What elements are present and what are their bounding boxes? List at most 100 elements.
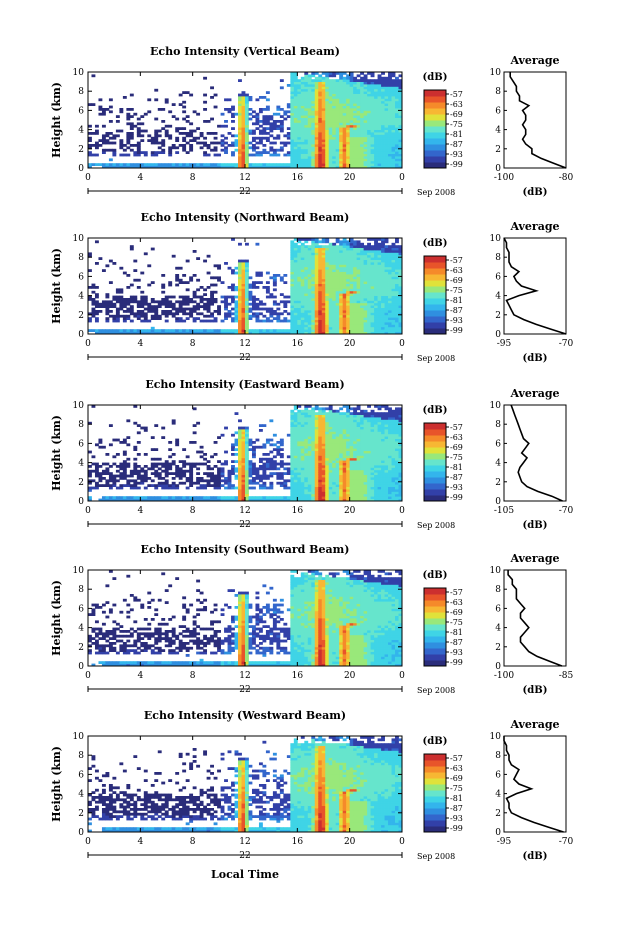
heatmap-cell <box>300 257 305 260</box>
heatmap-cell <box>391 242 396 246</box>
heatmap-cell <box>349 74 354 78</box>
heatmap-cell <box>241 448 246 451</box>
heatmap-cell <box>245 134 249 138</box>
heatmap-cell <box>377 124 382 128</box>
heatmap-cell <box>339 281 344 284</box>
heatmap-cell <box>318 96 323 99</box>
heatmap-cell <box>206 300 211 304</box>
heatmap-cell <box>311 117 316 121</box>
heatmap-cell <box>175 443 180 447</box>
heatmap-cell <box>241 132 246 135</box>
heatmap-cell <box>94 462 99 466</box>
heatmap-cell <box>356 84 361 87</box>
heatmap-cell <box>175 319 180 323</box>
heatmap-cell <box>238 124 242 128</box>
heatmap-cell <box>328 129 333 133</box>
heatmap-cell <box>398 141 403 145</box>
heatmap-cell <box>265 486 270 490</box>
heatmap-cell <box>328 319 333 323</box>
heatmap-cell <box>105 312 110 316</box>
heatmap-cell <box>217 481 221 485</box>
heatmap-cell <box>304 462 309 466</box>
heatmap-cell <box>300 281 305 284</box>
heatmap-cell <box>346 322 351 325</box>
heatmap-cell <box>115 496 120 499</box>
heatmap-cell <box>321 290 326 294</box>
heatmap-cell <box>363 264 368 268</box>
heatmap-cell <box>353 160 358 164</box>
heatmap-cell <box>363 96 368 99</box>
heatmap-cell <box>314 245 319 248</box>
heatmap-cell <box>297 290 302 294</box>
heatmap-cell <box>185 302 190 306</box>
heatmap-cell <box>238 479 242 483</box>
heatmap-cell <box>185 477 190 480</box>
heatmap-cell <box>150 153 155 157</box>
heatmap-cell <box>91 310 96 313</box>
heatmap-cell <box>157 484 162 487</box>
heatmap-cell <box>300 486 305 490</box>
heatmap-cell <box>143 314 148 318</box>
heatmap-cell <box>311 158 316 162</box>
heatmap-cell <box>206 120 211 123</box>
heatmap-cell <box>108 443 113 447</box>
heatmap-cell <box>384 93 389 97</box>
heatmap-cell <box>349 81 354 85</box>
heatmap-cell <box>335 278 340 282</box>
heatmap-cell <box>318 266 323 270</box>
heatmap-cell <box>304 163 309 166</box>
heatmap-cell <box>220 496 225 499</box>
heatmap-cell <box>398 160 403 164</box>
heatmap-cell <box>381 238 385 241</box>
heatmap-cell <box>311 436 316 439</box>
heatmap-cell <box>311 271 316 275</box>
heatmap-cell <box>304 247 309 251</box>
heatmap-cell <box>304 238 309 241</box>
heatmap-cell <box>328 290 333 294</box>
heatmap-cell <box>182 298 187 301</box>
heatmap-cell <box>189 314 194 318</box>
heatmap-cell <box>217 124 221 128</box>
heatmap-cell <box>98 445 103 449</box>
heatmap-cell <box>94 319 99 323</box>
heatmap-cell <box>262 484 267 487</box>
profile-y-tick-label: 10 <box>490 234 502 244</box>
heatmap-cell <box>381 305 385 308</box>
heatmap-cell <box>325 136 330 140</box>
heatmap-cell <box>245 141 249 145</box>
heatmap-cell <box>231 115 235 118</box>
heatmap-cell <box>245 462 249 466</box>
heatmap-cell <box>314 98 319 102</box>
heatmap-cell <box>94 132 99 135</box>
heatmap-cell <box>384 110 389 114</box>
heatmap-cell <box>178 93 183 97</box>
heatmap-cell <box>395 329 399 332</box>
heatmap-cell <box>94 163 99 166</box>
heatmap-cell <box>168 441 173 444</box>
heatmap-cell <box>94 329 99 332</box>
heatmap-cell <box>241 158 246 162</box>
heatmap-cell <box>196 486 201 490</box>
heatmap-cell <box>339 290 344 294</box>
heatmap-cell <box>370 115 375 118</box>
heatmap-cell <box>307 491 312 495</box>
heatmap-cell <box>251 496 256 499</box>
heatmap-cell <box>227 312 232 316</box>
heatmap-cell <box>307 100 312 104</box>
heatmap-cell <box>175 283 180 287</box>
heatmap-cell <box>300 414 305 418</box>
heatmap-cell <box>339 74 344 78</box>
heatmap-cell <box>245 436 249 439</box>
heatmap-cell <box>346 132 351 135</box>
heatmap-cell <box>206 307 211 311</box>
heatmap-cell <box>203 307 208 311</box>
heatmap-cell <box>360 160 365 164</box>
heatmap-cell <box>374 252 378 256</box>
heatmap-cell <box>307 105 312 109</box>
heatmap-cell <box>307 139 312 142</box>
heatmap-cell <box>321 153 326 157</box>
colorbar-tick-label: -93 <box>450 316 463 325</box>
heatmap-cell <box>245 469 249 473</box>
heatmap-cell <box>349 245 354 248</box>
heatmap-cell <box>203 319 208 323</box>
